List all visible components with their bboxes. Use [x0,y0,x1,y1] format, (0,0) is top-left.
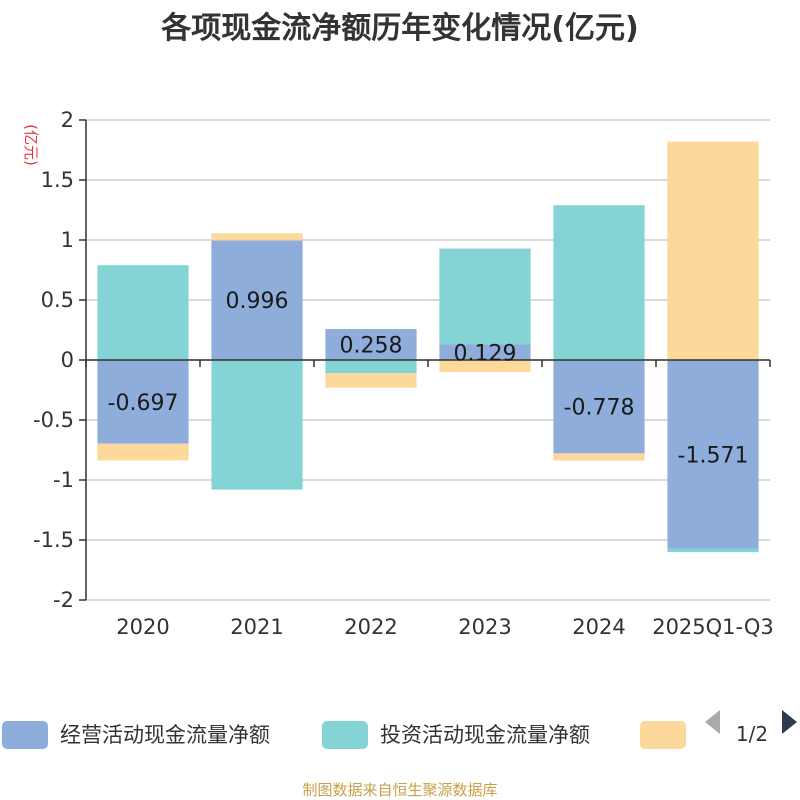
y-tick-label: -2 [53,588,74,612]
bar-2024-series-3 [553,453,645,461]
legend-swatch [640,721,686,749]
y-axis-ticks: 2 1.5 1 0.5 0 -0.5 -1 -1.5 -2 [33,108,74,612]
data-label-2020: -0.697 [108,391,179,416]
x-tick-label: 2025Q1-Q3 [652,615,774,639]
legend-label: 投资活动现金流量净额 [380,723,590,747]
bars [97,141,759,553]
y-tick-label: 2 [61,108,74,132]
y-tick-label: 0 [61,348,74,372]
legend-swatch [2,721,48,749]
bar-2021-series-1 [211,240,303,360]
y-tick-label: 1.5 [41,168,74,192]
y-tick-label: -0.5 [33,408,74,432]
bar-2023-series-2 [439,248,531,345]
data-label-2025Q1-Q3: -1.571 [678,443,749,468]
axes [79,119,771,601]
bar-2020-series-2 [97,265,189,360]
data-label-2024: -0.778 [564,396,635,421]
legend-item-1[interactable]: 经营活动现金流量净额 [2,721,270,749]
x-tick-label: 2020 [116,615,169,639]
data-label-2022: 0.258 [340,334,403,359]
legend-page-indicator: 1/2 [736,722,768,746]
bar-2021-series-2 [211,360,303,490]
bar-2020-series-1 [97,360,189,444]
data-labels: -0.697 0.996 0.258 0.129 -0.778 -1.571 [108,289,749,468]
legend-item-3[interactable] [640,721,686,749]
y-tick-label: -1 [53,468,74,492]
bar-2021-series-3 [211,233,303,241]
chart-title: 各项现金流净额历年变化情况(亿元) [160,11,638,46]
legend[interactable]: 经营活动现金流量净额 投资活动现金流量净额 [2,721,686,749]
legend-pager: 1/2 [705,710,797,746]
bar-2020-series-3 [97,443,189,461]
y-tick-label: 0.5 [41,288,74,312]
bar-2024-series-2 [553,205,645,360]
bar-2024-series-1 [553,360,645,454]
bar-2025Q1-Q3-series-1 [667,360,759,549]
y-tick-label: -1.5 [33,528,74,552]
source-note: 制图数据来自恒生聚源数据库 [302,781,497,799]
bar-2023-series-1 [439,344,531,360]
x-tick-label: 2021 [230,615,283,639]
bar-2022-series-2 [325,360,417,374]
legend-swatch [322,721,368,749]
bar-2025Q1-Q3-series-3 [667,141,759,360]
data-label-2023: 0.129 [454,341,517,366]
bar-2022-series-1 [325,329,417,360]
legend-label: 经营活动现金流量净额 [60,723,270,747]
y-axis-unit: (亿元) [22,124,40,166]
x-axis-ticks: 2020 2021 2022 2023 2024 2025Q1-Q3 [116,615,774,639]
data-label-2021: 0.996 [226,289,289,314]
prev-page-icon[interactable] [705,710,720,734]
bar-2025Q1-Q3-series-2 [667,548,759,553]
legend-item-2[interactable]: 投资活动现金流量净额 [322,721,590,749]
next-page-icon[interactable] [782,710,797,734]
x-tick-label: 2022 [344,615,397,639]
x-tick-label: 2023 [458,615,511,639]
y-tick-label: 1 [61,228,74,252]
x-tick-label: 2024 [572,615,625,639]
bar-2022-series-3 [325,373,417,388]
bar-2023-series-3 [439,360,531,372]
